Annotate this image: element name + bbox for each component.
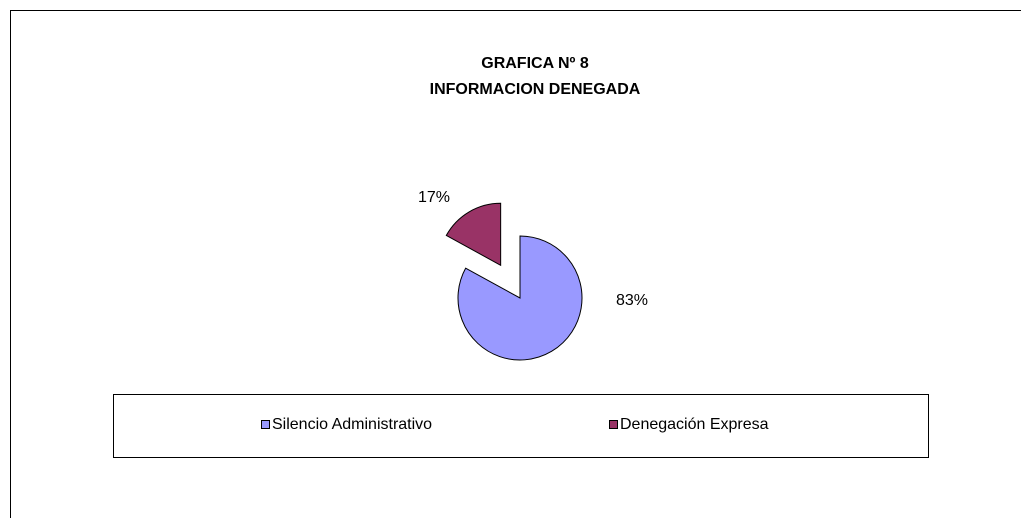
data-label: 83% [616, 292, 648, 309]
legend-swatch [609, 420, 618, 429]
pie-slice [457, 235, 583, 361]
chart-title: INFORMACION DENEGADA [430, 81, 641, 98]
legend-swatch [261, 420, 270, 429]
data-label: 17% [418, 189, 450, 206]
pie-slice [445, 202, 502, 267]
legend-label: Denegación Expresa [620, 416, 769, 433]
legend-label: Silencio Administrativo [272, 416, 432, 433]
chart-title: GRAFICA Nº 8 [481, 55, 589, 72]
legend-box [113, 394, 929, 458]
